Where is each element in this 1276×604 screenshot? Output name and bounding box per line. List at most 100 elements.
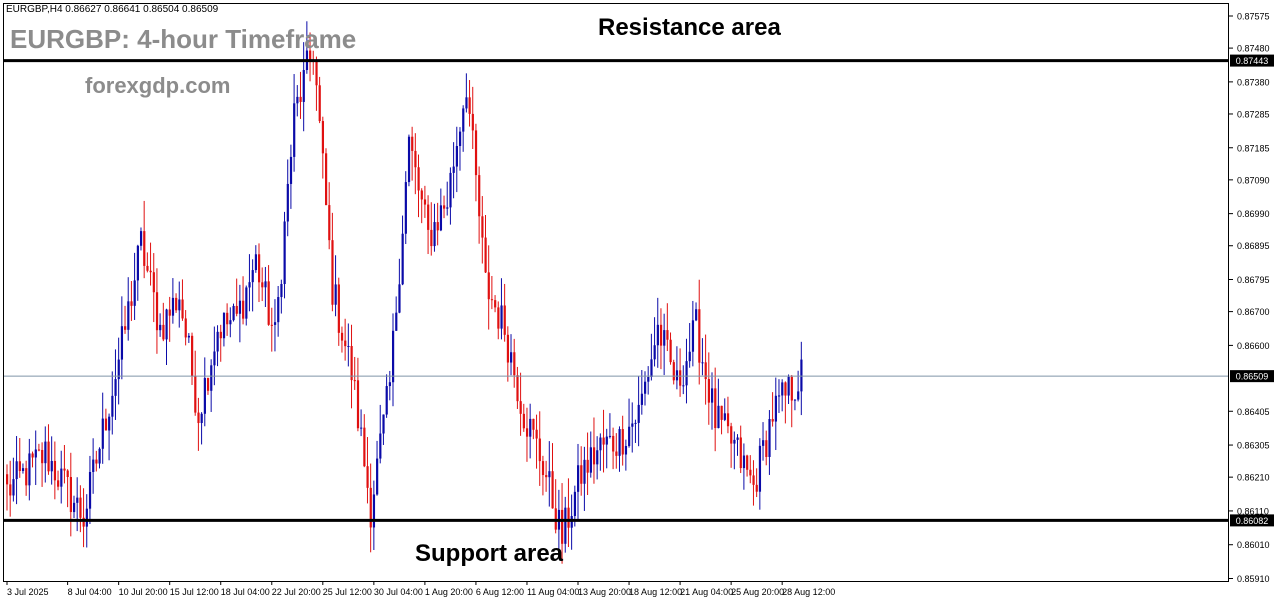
candle-body <box>18 461 21 471</box>
candle-body <box>675 370 679 381</box>
candle-body <box>171 297 175 316</box>
candle-body <box>328 205 331 241</box>
candle-body <box>25 468 28 486</box>
candle-body <box>82 517 85 527</box>
candle-body <box>790 376 793 401</box>
candle-body <box>277 297 280 323</box>
candle-body <box>685 361 688 386</box>
candle-body <box>178 299 181 311</box>
candle-body <box>656 324 659 346</box>
candle-body <box>34 449 37 458</box>
candle-body <box>50 460 53 472</box>
candle-body <box>538 438 541 462</box>
candle-body <box>481 216 484 238</box>
candle-body <box>356 380 360 429</box>
candle-body <box>155 292 159 331</box>
candle-body <box>391 330 395 383</box>
candle-body <box>726 413 730 427</box>
candle-body <box>12 479 15 496</box>
candle-body <box>226 312 229 325</box>
x-tick-label: 22 Jul 20:00 <box>272 587 321 597</box>
candle-body <box>353 380 356 382</box>
candle-body <box>688 351 691 362</box>
candle-body <box>168 309 171 316</box>
resistance-price-tag <box>1230 54 1274 67</box>
candle-body <box>602 437 605 445</box>
x-tick-label: 13 Aug 20:00 <box>578 587 631 597</box>
current_price-price-tag <box>1230 370 1274 383</box>
candle-body <box>513 352 516 376</box>
candle-body <box>487 272 490 300</box>
candle-body <box>455 146 458 167</box>
candle-body <box>149 270 152 273</box>
candle-body <box>404 182 407 234</box>
candle-body <box>583 459 586 484</box>
candle-body <box>318 85 321 122</box>
candle-body <box>541 461 545 476</box>
candle-body <box>768 419 771 457</box>
candle-body <box>283 221 286 285</box>
x-tick-label: 30 Jul 04:00 <box>374 587 423 597</box>
candle-body <box>143 231 146 266</box>
x-tick-label: 25 Aug 20:00 <box>731 587 784 597</box>
y-tick-label: 0.85910 <box>1237 574 1270 584</box>
candle-body <box>175 297 178 311</box>
candle-body <box>347 346 350 348</box>
candle-body <box>720 405 723 420</box>
candle-body <box>532 418 535 430</box>
candle-body <box>717 405 720 429</box>
candle-body <box>197 412 200 424</box>
x-tick-label: 25 Jul 12:00 <box>323 587 372 597</box>
x-tick-label: 18 Jul 04:00 <box>221 587 270 597</box>
candle-body <box>634 422 637 424</box>
candle-body <box>663 330 666 346</box>
candle-body <box>191 335 194 377</box>
candle-body <box>407 136 411 183</box>
candle-body <box>136 245 139 281</box>
candle-body <box>411 136 414 151</box>
candle-body <box>612 435 615 452</box>
candle-body <box>679 370 682 386</box>
candle-body <box>162 324 165 340</box>
candle-body <box>238 300 242 314</box>
candle-body <box>111 395 114 417</box>
candle-body <box>372 494 376 528</box>
y-tick-label: 0.86795 <box>1237 275 1270 285</box>
y-tick-label: 0.87090 <box>1237 175 1270 185</box>
candle-body <box>599 437 602 451</box>
candle-body <box>420 190 423 200</box>
candle-body <box>771 419 774 422</box>
candle-body <box>494 300 497 308</box>
candle-body <box>376 458 379 495</box>
candle-body <box>659 324 663 346</box>
chart-title: EURGBP: 4-hour Timeframe <box>10 24 357 54</box>
candle-body <box>219 331 222 339</box>
candle-body <box>650 359 653 377</box>
candle-body <box>130 301 133 306</box>
candle-body <box>458 131 462 147</box>
candle-body <box>382 414 385 434</box>
candle-body <box>746 455 749 470</box>
candle-body <box>446 207 449 209</box>
candle-body <box>251 270 254 283</box>
y-tick-label: 0.87480 <box>1237 44 1270 54</box>
candle-body <box>286 183 289 222</box>
candle-body <box>235 305 238 314</box>
candle-body <box>216 331 219 352</box>
plot-frame <box>3 3 1229 582</box>
candle-body <box>72 502 76 513</box>
candle-body <box>181 299 184 319</box>
candle-body <box>334 284 337 305</box>
symbol-info: EURGBP,H4 0.86627 0.86641 0.86504 0.8650… <box>6 4 219 15</box>
candle-body <box>37 449 41 451</box>
candle-body <box>730 426 733 444</box>
candle-body <box>787 376 790 396</box>
candle-body <box>781 382 784 396</box>
candle-body <box>471 113 474 131</box>
x-tick-label: 28 Aug 12:00 <box>782 587 835 597</box>
candle-body <box>691 320 695 352</box>
candle-body <box>752 475 755 485</box>
candle-body <box>120 326 124 360</box>
